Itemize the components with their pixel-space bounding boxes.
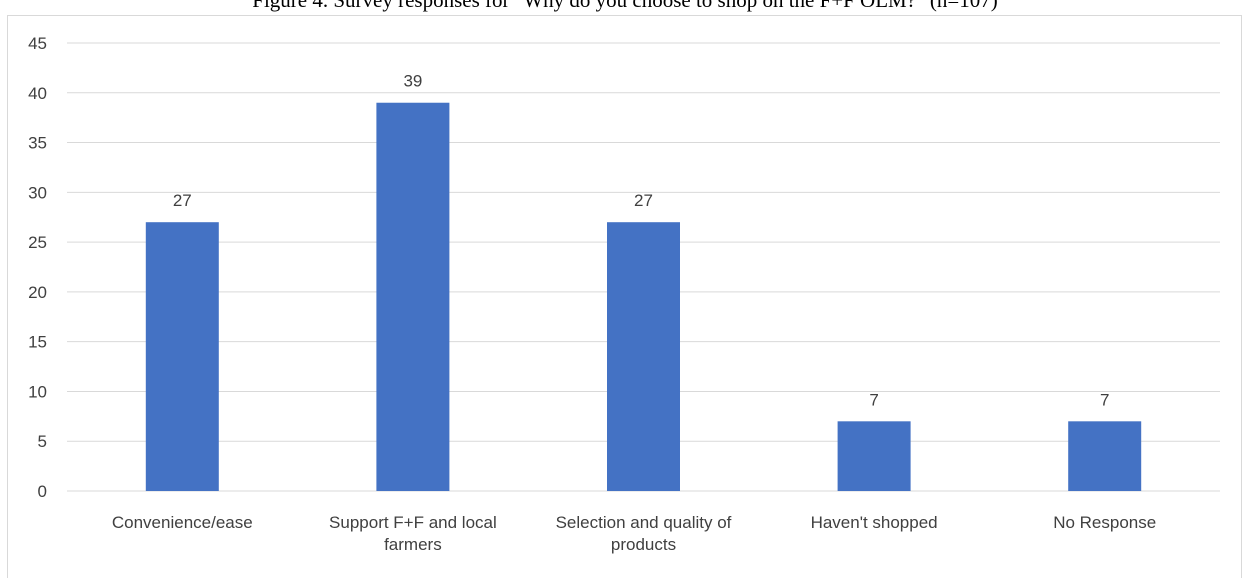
category-label-1: Support F+F and local farmers: [329, 513, 497, 554]
y-tick-label-30: 30: [28, 183, 47, 202]
figure-title: Figure 4. Survey responses for "Why do y…: [252, 0, 998, 12]
category-label-line: Haven't shopped: [811, 513, 938, 532]
y-tick-label-35: 35: [28, 134, 47, 153]
category-label-line: farmers: [384, 535, 442, 554]
y-tick-label-25: 25: [28, 233, 47, 252]
category-label-line: Support F+F and local: [329, 513, 497, 532]
bar-2: [607, 222, 680, 491]
category-label-0: Convenience/ease: [112, 513, 253, 532]
y-tick-label-45: 45: [28, 34, 47, 53]
y-tick-label-5: 5: [38, 432, 47, 451]
category-label-line: Convenience/ease: [112, 513, 253, 532]
category-label-4: No Response: [1053, 513, 1156, 532]
data-label-1: 39: [403, 72, 422, 91]
bar-0: [145, 222, 219, 491]
y-axis-tick-labels: 0 5 10 15 20 25 30 35 40 45: [28, 34, 47, 501]
chart-frame: [7, 15, 1242, 578]
data-label-0: 27: [173, 191, 192, 210]
bar-3: [837, 421, 911, 491]
bars: [145, 102, 1142, 491]
category-label-3: Haven't shopped: [811, 513, 938, 532]
x-axis-category-labels: Convenience/ease Support F+F and local far…: [112, 513, 1156, 554]
data-label-2: 27: [634, 191, 653, 210]
category-label-line: Selection and quality of: [556, 513, 732, 532]
category-label-2: Selection and quality of products: [556, 513, 732, 554]
y-tick-label-0: 0: [38, 482, 47, 501]
category-label-line: No Response: [1053, 513, 1156, 532]
y-tick-label-20: 20: [28, 283, 47, 302]
data-label-4: 7: [1100, 390, 1109, 409]
bar-1: [376, 102, 450, 491]
y-tick-label-40: 40: [28, 84, 47, 103]
data-labels: 27 39 27 7 7: [173, 72, 1110, 410]
category-label-line: products: [611, 535, 676, 554]
bar-4: [1068, 421, 1142, 491]
data-label-3: 7: [869, 390, 878, 409]
y-tick-label-10: 10: [28, 382, 47, 401]
y-tick-label-15: 15: [28, 333, 47, 352]
